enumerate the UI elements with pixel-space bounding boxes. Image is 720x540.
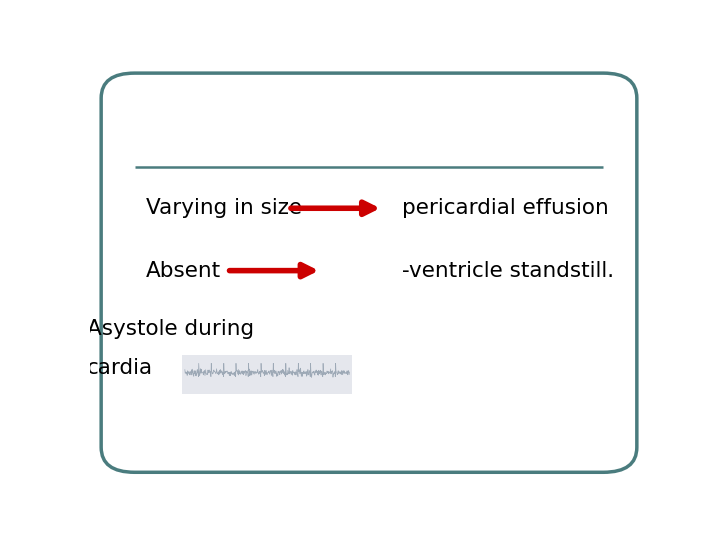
FancyBboxPatch shape — [182, 355, 352, 394]
Text: Varying in size: Varying in size — [145, 198, 302, 218]
Text: cardia: cardia — [87, 359, 153, 379]
Text: pericardial effusion: pericardial effusion — [402, 198, 609, 218]
Text: -ventricle standstill.: -ventricle standstill. — [402, 261, 615, 281]
Text: Absent: Absent — [145, 261, 221, 281]
FancyBboxPatch shape — [101, 73, 637, 472]
Text: Asystole during: Asystole during — [87, 319, 254, 339]
